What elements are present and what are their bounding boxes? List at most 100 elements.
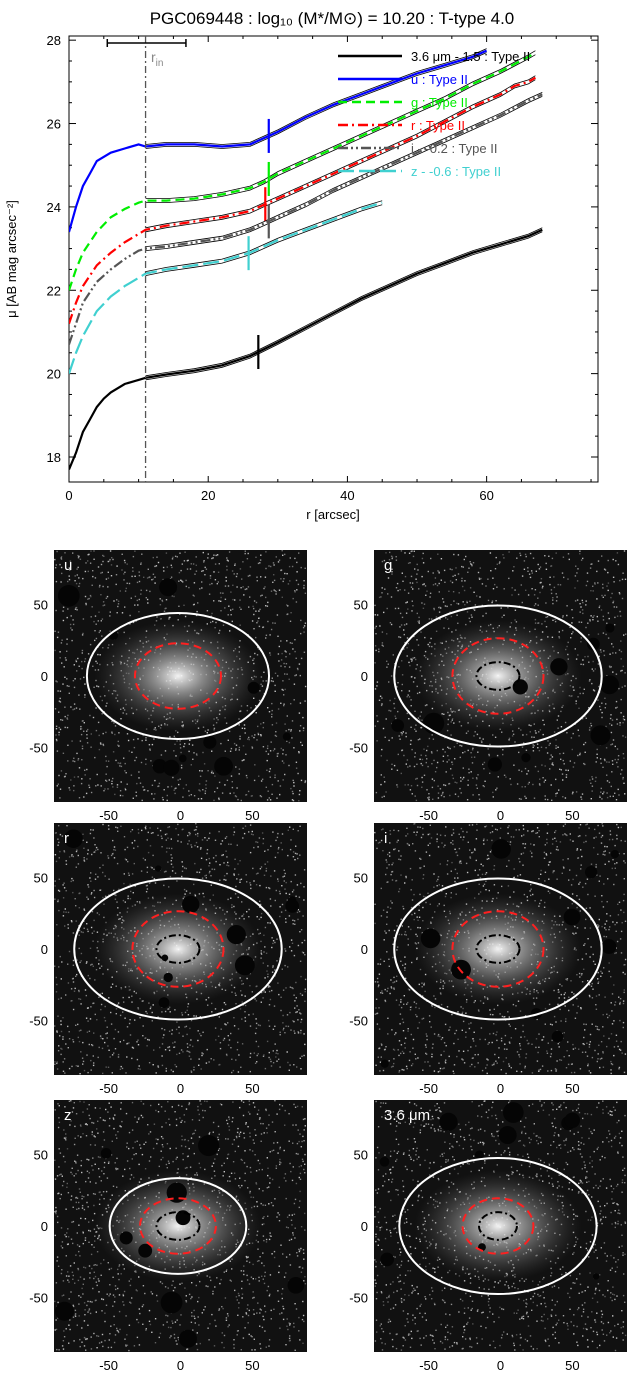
noise-pixel xyxy=(230,1032,232,1035)
noise-pixel xyxy=(68,950,71,953)
noise-pixel xyxy=(426,758,428,760)
noise-pixel xyxy=(220,1028,222,1030)
noise-pixel xyxy=(185,867,187,870)
noise-pixel xyxy=(422,562,425,564)
noise-pixel xyxy=(264,586,266,588)
noise-pixel xyxy=(82,1060,85,1063)
noise-pixel xyxy=(224,598,227,600)
panel-label: r xyxy=(64,830,69,847)
noise-pixel xyxy=(532,557,535,559)
noise-pixel xyxy=(487,578,489,580)
noise-pixel xyxy=(583,1036,585,1039)
noise-pixel xyxy=(453,553,455,556)
noise-pixel xyxy=(518,1054,520,1056)
noise-pixel xyxy=(285,881,287,884)
noise-pixel xyxy=(251,735,253,737)
noise-pixel xyxy=(134,1019,136,1021)
noise-pixel xyxy=(235,1003,237,1005)
noise-pixel xyxy=(83,909,86,911)
noise-pixel xyxy=(446,873,449,875)
noise-pixel xyxy=(159,829,162,832)
noise-pixel xyxy=(80,1029,82,1031)
noise-pixel xyxy=(583,1023,585,1025)
noise-pixel xyxy=(258,699,261,702)
noise-pixel xyxy=(55,991,58,993)
noise-pixel xyxy=(248,916,250,918)
noise-pixel xyxy=(485,585,487,587)
noise-pixel xyxy=(78,989,80,992)
x-tick-label: 60 xyxy=(479,488,493,503)
noise-pixel xyxy=(280,702,282,704)
noise-pixel xyxy=(525,749,528,751)
noise-pixel xyxy=(128,750,130,752)
noise-pixel xyxy=(78,1030,81,1032)
noise-pixel xyxy=(397,710,399,713)
noise-pixel xyxy=(96,912,99,914)
noise-pixel xyxy=(406,842,409,845)
noise-pixel xyxy=(556,792,558,794)
noise-pixel xyxy=(556,719,558,721)
noise-pixel xyxy=(64,908,66,910)
noise-pixel xyxy=(381,642,384,644)
y-tick-label: 20 xyxy=(47,367,61,382)
noise-pixel xyxy=(579,611,581,613)
noise-pixel xyxy=(572,791,574,793)
noise-pixel xyxy=(400,550,403,552)
noise-pixel xyxy=(148,1039,150,1041)
noise-pixel xyxy=(550,754,552,756)
noise-pixel xyxy=(230,897,232,899)
noise-pixel xyxy=(615,560,617,562)
noise-pixel xyxy=(79,558,82,560)
noise-pixel xyxy=(55,734,57,736)
noise-pixel xyxy=(522,734,524,736)
noise-pixel xyxy=(405,934,407,936)
noise-pixel xyxy=(277,561,280,563)
noise-pixel xyxy=(94,577,97,579)
noise-pixel xyxy=(383,776,385,778)
noise-pixel xyxy=(582,1043,584,1045)
noise-pixel xyxy=(473,609,476,611)
noise-pixel xyxy=(61,835,64,837)
noise-pixel xyxy=(580,559,583,561)
noise-pixel xyxy=(259,562,261,564)
noise-pixel xyxy=(300,657,303,660)
noise-pixel xyxy=(609,795,611,798)
noise-pixel xyxy=(68,692,70,694)
noise-pixel xyxy=(285,656,287,658)
noise-pixel xyxy=(446,761,448,763)
noise-pixel xyxy=(579,553,581,555)
noise-pixel xyxy=(260,735,262,737)
noise-pixel xyxy=(531,570,533,572)
noise-pixel xyxy=(116,786,119,788)
noise-pixel xyxy=(444,895,447,898)
noise-pixel xyxy=(395,1032,397,1034)
noise-pixel xyxy=(72,981,75,983)
noise-pixel xyxy=(426,749,428,752)
noise-pixel xyxy=(277,832,279,835)
noise-pixel xyxy=(376,740,378,742)
noise-pixel xyxy=(144,859,146,861)
panel-x-tick-label: 0 xyxy=(177,808,184,823)
noise-pixel xyxy=(438,884,440,886)
noise-pixel xyxy=(298,751,300,753)
noise-pixel xyxy=(276,1060,278,1062)
noise-pixel xyxy=(560,1020,562,1022)
noise-pixel xyxy=(279,793,281,796)
noise-pixel xyxy=(137,1007,139,1009)
noise-pixel xyxy=(88,784,90,786)
noise-pixel xyxy=(300,1018,303,1021)
noise-pixel xyxy=(411,748,413,751)
noise-pixel xyxy=(95,785,97,787)
noise-pixel xyxy=(521,835,523,837)
noise-pixel xyxy=(292,856,295,858)
noise-pixel xyxy=(453,600,455,602)
noise-pixel xyxy=(537,563,539,566)
noise-pixel xyxy=(265,596,267,599)
noise-pixel xyxy=(290,787,292,790)
noise-pixel xyxy=(492,734,494,736)
noise-pixel xyxy=(87,930,89,933)
noise-pixel xyxy=(54,708,57,710)
noise-pixel xyxy=(267,922,269,924)
noise-pixel xyxy=(277,780,279,782)
noise-pixel xyxy=(71,978,74,980)
